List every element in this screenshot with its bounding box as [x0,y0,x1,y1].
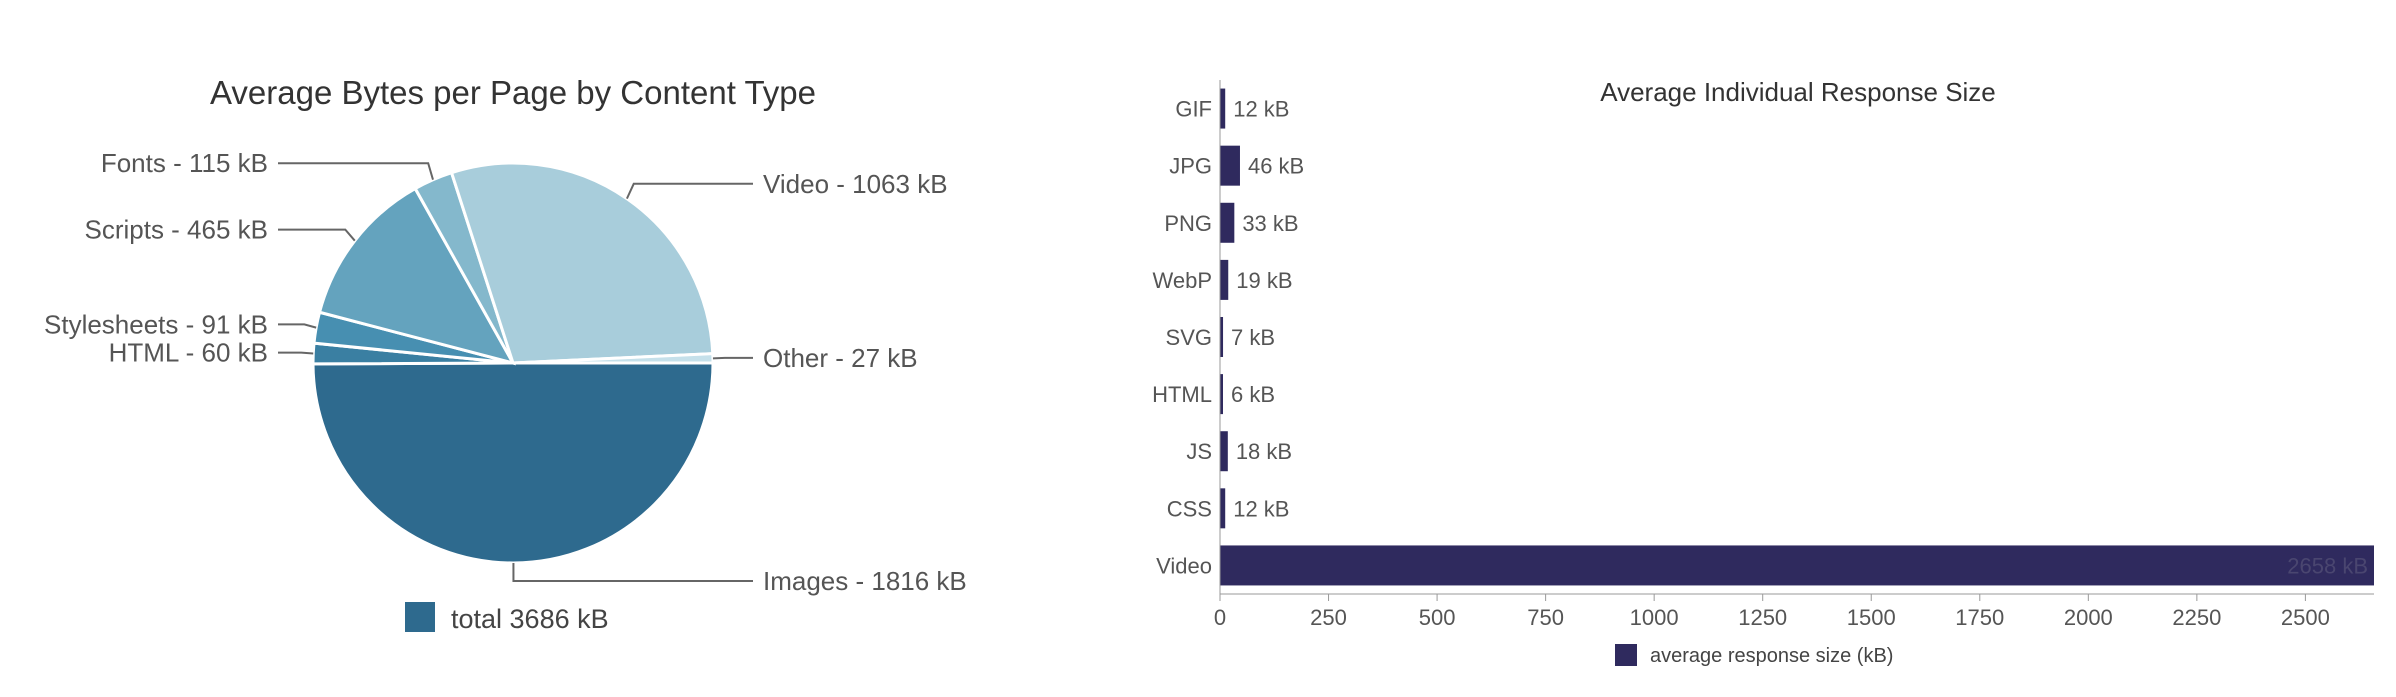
pie-label-images: Images - 1816 kB [763,566,967,596]
pie-chart-title: Average Bytes per Page by Content Type [210,74,816,111]
bar-png [1220,202,1235,243]
pie-slice-scripts [317,186,517,366]
pie-leader-html [278,351,314,355]
pie-label-stylesheets: Stylesheets - 91 kB [44,309,268,339]
category-label-jpg: JPG [1169,154,1212,179]
pie-chart: Average Bytes per Page by Content Type I… [44,74,967,634]
pie-slice-video [449,161,715,365]
x-tick-label-1250: 1250 [1738,605,1787,630]
value-label-html: 6 kB [1231,382,1275,407]
value-label-js: 18 kB [1236,439,1292,464]
category-label-html: HTML [1152,382,1212,407]
bar-html [1220,374,1223,415]
x-tick-label-500: 500 [1419,605,1456,630]
category-label-css: CSS [1167,496,1212,521]
bar-webp [1220,259,1229,300]
pie-slice-images [311,361,715,565]
bar-marks: GIF 12 kB JPG 46 kB PNG 33 kB WebP 19 kB SVG 7 kB… [1152,88,2374,586]
pie-leader-images [512,562,753,582]
x-tick-label-250: 250 [1310,605,1347,630]
legend-swatch-total [405,602,435,632]
pie-slice-other [512,352,715,365]
value-label-css: 12 kB [1233,496,1289,521]
bar-jpg [1220,145,1240,186]
legend-swatch-response-size [1615,644,1637,666]
bar-x-axis: 0 250 500 750 1000 1250 1500 1750 2000 2250 2500 [1214,80,2374,630]
value-label-gif: 12 kB [1233,97,1289,122]
pie-slices [311,161,715,565]
category-label-video: Video [1156,553,1212,578]
category-label-webp: WebP [1152,268,1212,293]
pie-label-scripts: Scripts - 465 kB [84,215,268,245]
legend-label-response-size: average response size (kB) [1650,645,1893,667]
pie-leader-fonts [278,162,434,180]
category-label-svg: SVG [1166,325,1212,350]
x-tick-label-750: 750 [1527,605,1564,630]
pie-legend: total 3686 kB [405,602,609,634]
legend-label-total: total 3686 kB [451,604,609,634]
pie-label-video: Video - 1063 kB [763,169,948,199]
x-tick-label-2250: 2250 [2172,605,2221,630]
category-label-png: PNG [1164,211,1212,236]
bar-video [1220,545,2374,586]
category-label-gif: GIF [1175,97,1212,122]
value-label-video: 2658 kB [2287,553,2368,578]
pie-leader-stylesheets [278,323,317,329]
category-label-js: JS [1186,439,1212,464]
pie-label-html: HTML - 60 kB [109,338,268,368]
pie-leader-video [626,182,753,200]
x-tick-label-1500: 1500 [1847,605,1896,630]
bar-css [1220,488,1226,529]
bar-chart-title: Average Individual Response Size [1600,77,1996,107]
pie-label-other: Other - 27 kB [763,343,918,373]
x-tick-label-1750: 1750 [1955,605,2004,630]
value-label-webp: 19 kB [1236,268,1292,293]
bar-chart: Average Individual Response Size GIF 12 k… [1152,77,2374,667]
bar-gif [1220,88,1226,129]
bar-svg [1220,317,1224,357]
value-label-jpg: 46 kB [1248,154,1304,179]
x-tick-label-2000: 2000 [2064,605,2113,630]
pie-label-fonts: Fonts - 115 kB [101,148,268,178]
value-label-png: 33 kB [1242,211,1298,236]
pie-labels: Images - 1816 kB HTML - 60 kBStylesheets … [44,148,967,596]
bar-legend: average response size (kB) [1615,644,1893,667]
value-label-svg: 7 kB [1231,325,1275,350]
bar-js [1220,431,1228,472]
x-tick-label-1000: 1000 [1630,605,1679,630]
pie-leader-scripts [278,228,356,242]
x-tick-label-0: 0 [1214,605,1226,630]
x-tick-label-2500: 2500 [2281,605,2330,630]
